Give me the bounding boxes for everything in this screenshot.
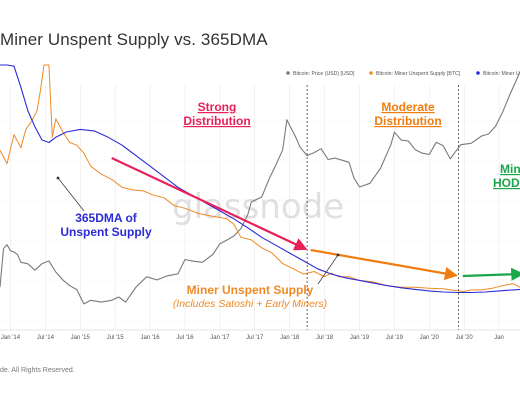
dma-365-line — [0, 64, 520, 294]
strong-distribution-arrow — [111, 157, 308, 251]
moderate-distribution-label-line1: Moderate — [381, 100, 435, 114]
grid-lines — [0, 85, 520, 330]
label-callouts — [56, 176, 340, 285]
moderate-distribution-arrow — [310, 248, 459, 280]
miner-hodl-label-line1: Min — [500, 162, 520, 176]
chart-title: Miner Unspent Supply vs. 365DMA — [0, 30, 268, 49]
dma-label-line1: 365DMA of — [75, 211, 138, 225]
supply-callout-dot — [336, 253, 340, 257]
supply-callout — [317, 254, 339, 285]
strong-distribution-label-line1: Strong — [198, 100, 237, 114]
regime-dividers — [306, 85, 459, 330]
x-axis: Jan '14 Jul '14 Jan '15 Jul '15 Jan '16 Jul '… — [0, 329, 520, 341]
x-tick-label: Jul '16 — [176, 335, 194, 341]
x-tick-label: Jul '18 — [316, 335, 334, 341]
series-group — [0, 64, 520, 305]
supply-label-line1: Miner Unspent Supply — [187, 283, 314, 297]
x-tick-label: Jul '20 — [456, 335, 474, 341]
legend-entry: Bitcoin: Price (USD) [USD] — [293, 71, 355, 77]
miner-hodl-label-line2: HODL — [493, 176, 520, 190]
x-tick-label: Jan '19 — [350, 335, 370, 341]
supply-label-line2: (Includes Satoshi + Early Miners) — [173, 298, 327, 310]
miner-hodl-arrow — [462, 267, 520, 281]
strong-distribution-label-line2: Distribution — [183, 114, 250, 128]
x-tick-label: Jul '17 — [246, 335, 264, 341]
legend: Bitcoin: Price (USD) [USD] Bitcoin: Miner… — [286, 71, 520, 77]
dma-callout-dot — [56, 176, 60, 180]
legend-swatch — [369, 71, 373, 75]
x-tick-label: Jan '15 — [71, 335, 91, 341]
watermark: glassnode — [172, 187, 344, 227]
legend-entry: Bitcoin: Miner Un — [483, 71, 520, 77]
x-tick-label: Jul '15 — [107, 335, 125, 341]
legend-swatch — [476, 71, 480, 75]
miner-unspent-supply-line — [0, 64, 520, 292]
x-tick-label: Jan '17 — [210, 335, 230, 341]
x-tick-label: Jan '14 — [1, 335, 21, 341]
moderate-distribution-label-line2: Distribution — [374, 114, 441, 128]
x-tick-label: Jul '14 — [37, 335, 55, 341]
trend-arrows — [111, 157, 520, 281]
price-series-line — [0, 71, 520, 305]
x-tick-label: Jan '20 — [420, 335, 440, 341]
x-tick-label: Jan '16 — [140, 335, 160, 341]
x-tick-label: Jul '19 — [386, 335, 404, 341]
legend-entry: Bitcoin: Miner Unspent Supply [BTC] — [376, 71, 461, 77]
dma-label-line2: Unspent Supply — [60, 225, 152, 239]
x-tick-label: Jan — [494, 335, 504, 341]
dma-callout — [57, 177, 85, 212]
copyright-footer: de. All Rights Reserved. — [0, 367, 75, 374]
legend-swatch — [286, 71, 290, 75]
x-tick-label: Jan '18 — [280, 335, 300, 341]
